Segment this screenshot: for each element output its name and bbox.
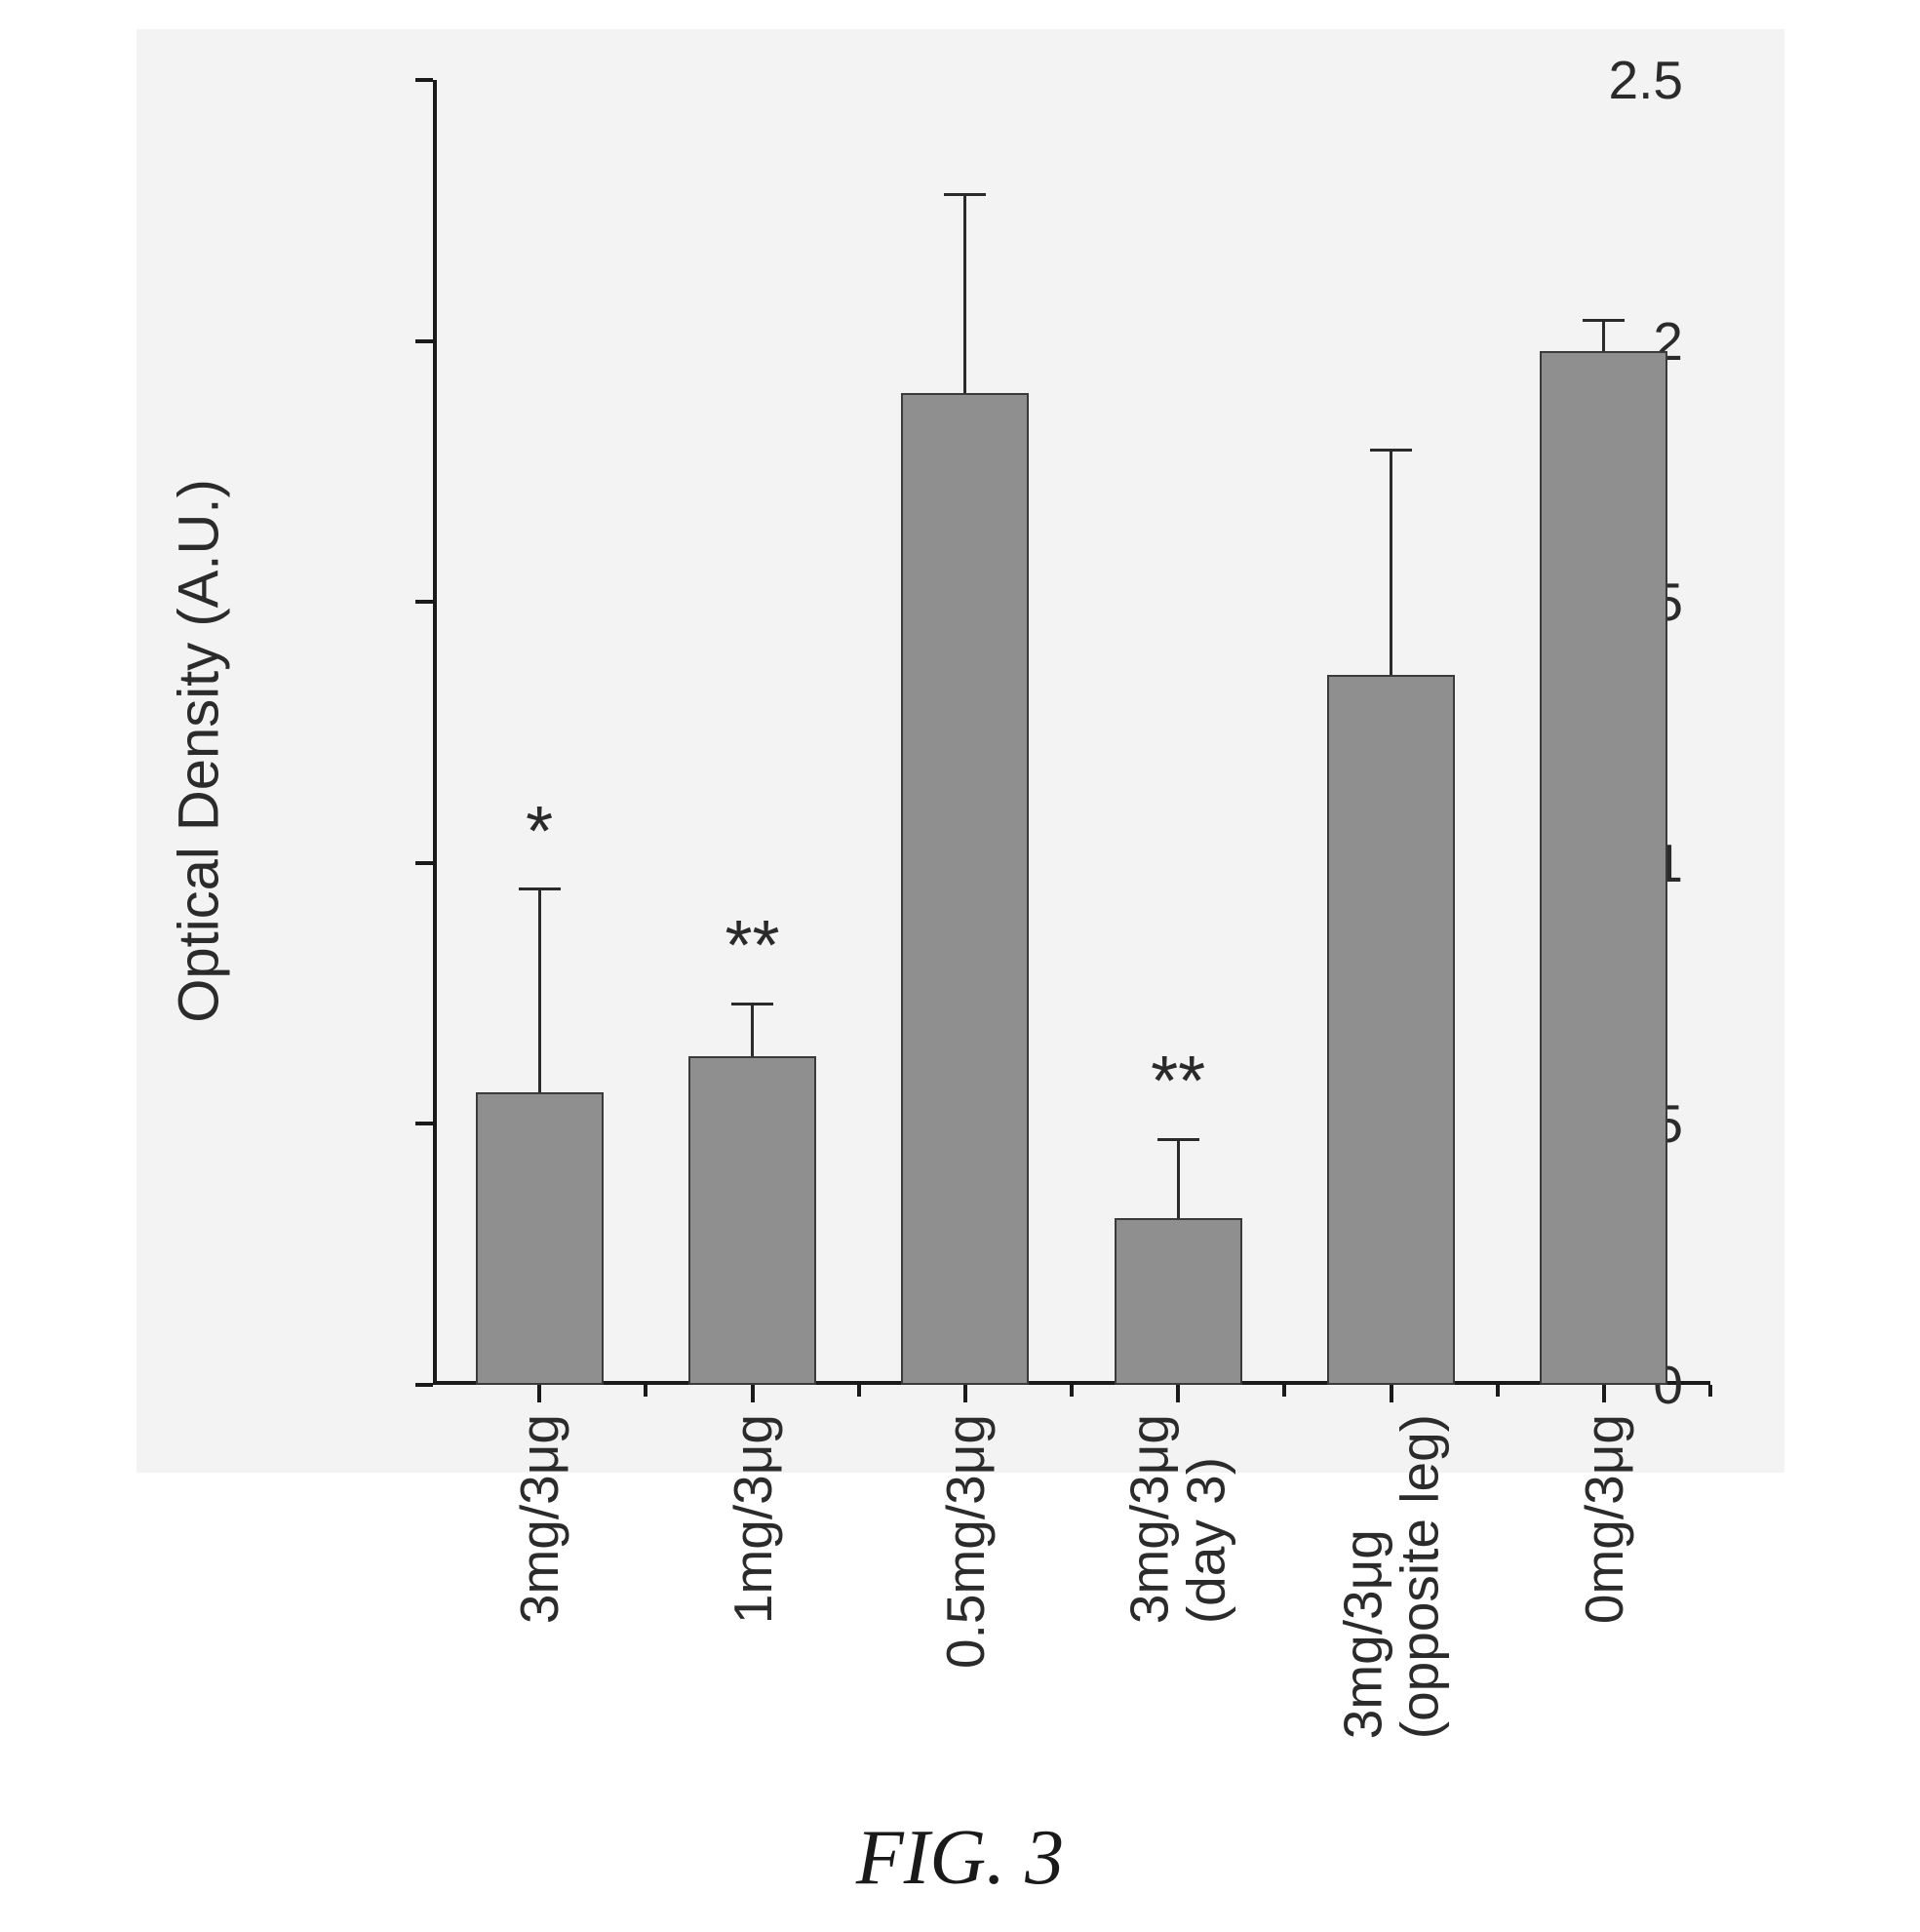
significance-marker: **: [725, 906, 779, 986]
error-cap: [1157, 1138, 1199, 1141]
chart-bar: [901, 393, 1029, 1385]
x-axis-labels: 3mg/3μg 1mg/3μg 0.5mg/3μg 3mg/3μg(day 3) 3mg…: [433, 1385, 1710, 1814]
y-tick: [415, 861, 433, 865]
y-tick: [415, 78, 433, 82]
chart-panel: Optical Density (A.U.) 00.511.522.5*****: [137, 29, 1784, 1473]
error-cap: [519, 887, 561, 890]
x-category-label: 3mg/3μg: [508, 1414, 570, 1624]
y-axis-title: Optical Density (A.U.): [167, 479, 232, 1023]
y-tick-label: 2.5: [1609, 49, 1683, 111]
error-bar: [1602, 320, 1605, 351]
x-category-label: 1mg/3μg: [722, 1414, 784, 1624]
error-cap: [731, 1003, 773, 1005]
figure-number: FIG. 3: [856, 1814, 1064, 1903]
x-category-label: 3mg/3μg(opposite leg): [1335, 1414, 1448, 1739]
chart-bar: [476, 1092, 604, 1385]
chart-bar: [688, 1056, 816, 1385]
x-category-label: 3mg/3μg(day 3): [1121, 1414, 1234, 1624]
error-cap: [1583, 319, 1625, 322]
y-tick: [415, 600, 433, 604]
error-bar: [751, 1004, 754, 1056]
figure-page: Optical Density (A.U.) 00.511.522.5*****…: [0, 0, 1920, 1932]
error-bar: [963, 195, 966, 393]
error-bar: [538, 889, 541, 1093]
y-tick: [415, 1383, 433, 1387]
chart-bar: [1115, 1218, 1242, 1385]
y-tick: [415, 339, 433, 343]
x-category-label: 0.5mg/3μg: [934, 1414, 997, 1669]
error-bar: [1390, 451, 1392, 675]
significance-marker: *: [526, 792, 553, 872]
error-cap: [1370, 449, 1412, 452]
x-category-label: 0mg/3μg: [1573, 1414, 1635, 1624]
chart-axes: [433, 80, 1710, 1385]
y-tick: [415, 1122, 433, 1125]
error-bar: [1177, 1139, 1180, 1217]
chart-bar: [1327, 675, 1455, 1385]
chart-bar: [1540, 351, 1667, 1385]
significance-marker: **: [1151, 1042, 1205, 1122]
error-cap: [944, 193, 986, 196]
plot-area: 00.511.522.5*****: [433, 80, 1710, 1385]
